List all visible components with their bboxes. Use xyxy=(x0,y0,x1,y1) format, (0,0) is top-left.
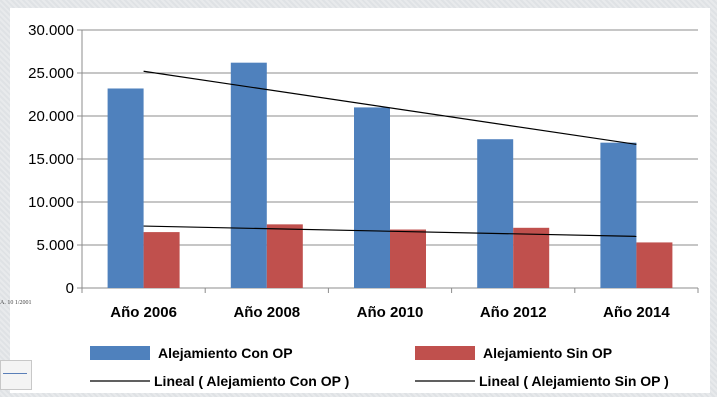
y-tick-label: 10.000 xyxy=(28,194,74,211)
y-tick-label: 5.000 xyxy=(36,237,74,254)
legend-label: Alejamiento Con OP xyxy=(158,345,293,361)
bar-con-op xyxy=(600,142,637,288)
bar-con-op xyxy=(230,62,267,289)
y-tick-label: 30.000 xyxy=(28,22,74,39)
legend-swatch xyxy=(90,346,150,360)
bar-sin-op xyxy=(390,229,426,288)
bars xyxy=(107,62,673,289)
axis-labels: 0 5.000 10.000 15.000 20.000 25.000 30.000 Año … xyxy=(28,22,670,321)
legend-label: Lineal ( Alejamiento Con OP ) xyxy=(154,373,349,389)
y-tick-label: 0 xyxy=(66,280,74,297)
x-tick-label: Año 2014 xyxy=(603,304,670,321)
legend: Alejamiento Con OP Alejamiento Sin OP Line… xyxy=(90,345,669,389)
thumbnail-fragment xyxy=(0,360,32,390)
trendlines xyxy=(143,70,637,237)
edge-artifact-text: A. 10 1/2001 xyxy=(0,300,32,306)
y-tick-label: 25.000 xyxy=(28,65,74,82)
y-tick-label: 15.000 xyxy=(28,151,74,168)
thumbnail-line xyxy=(3,373,27,374)
y-tick-label: 20.000 xyxy=(28,108,74,125)
x-tick-label: Año 2006 xyxy=(110,304,177,321)
bar-sin-op xyxy=(266,224,303,288)
chart-canvas: 0 5.000 10.000 15.000 20.000 25.000 30.000 Año … xyxy=(28,22,699,389)
legend-label: Lineal ( Alejamiento Sin OP ) xyxy=(479,373,669,389)
bar-con-op xyxy=(354,107,390,289)
legend-label: Alejamiento Sin OP xyxy=(483,345,612,361)
chart-panel: 0 5.000 10.000 15.000 20.000 25.000 30.000 Año … xyxy=(10,8,710,393)
bar-sin-op xyxy=(636,242,673,288)
bar-sin-op xyxy=(513,227,550,288)
x-tick-label: Año 2010 xyxy=(357,304,424,321)
bar-con-op xyxy=(107,88,144,288)
bar-sin-op xyxy=(143,232,180,288)
legend-swatch xyxy=(415,346,475,360)
bar-con-op xyxy=(477,139,514,288)
x-tick-label: Año 2008 xyxy=(233,304,300,321)
x-tick-label: Año 2012 xyxy=(480,304,547,321)
trendline-con-op xyxy=(143,70,637,145)
trendline-sin-op xyxy=(143,225,637,237)
